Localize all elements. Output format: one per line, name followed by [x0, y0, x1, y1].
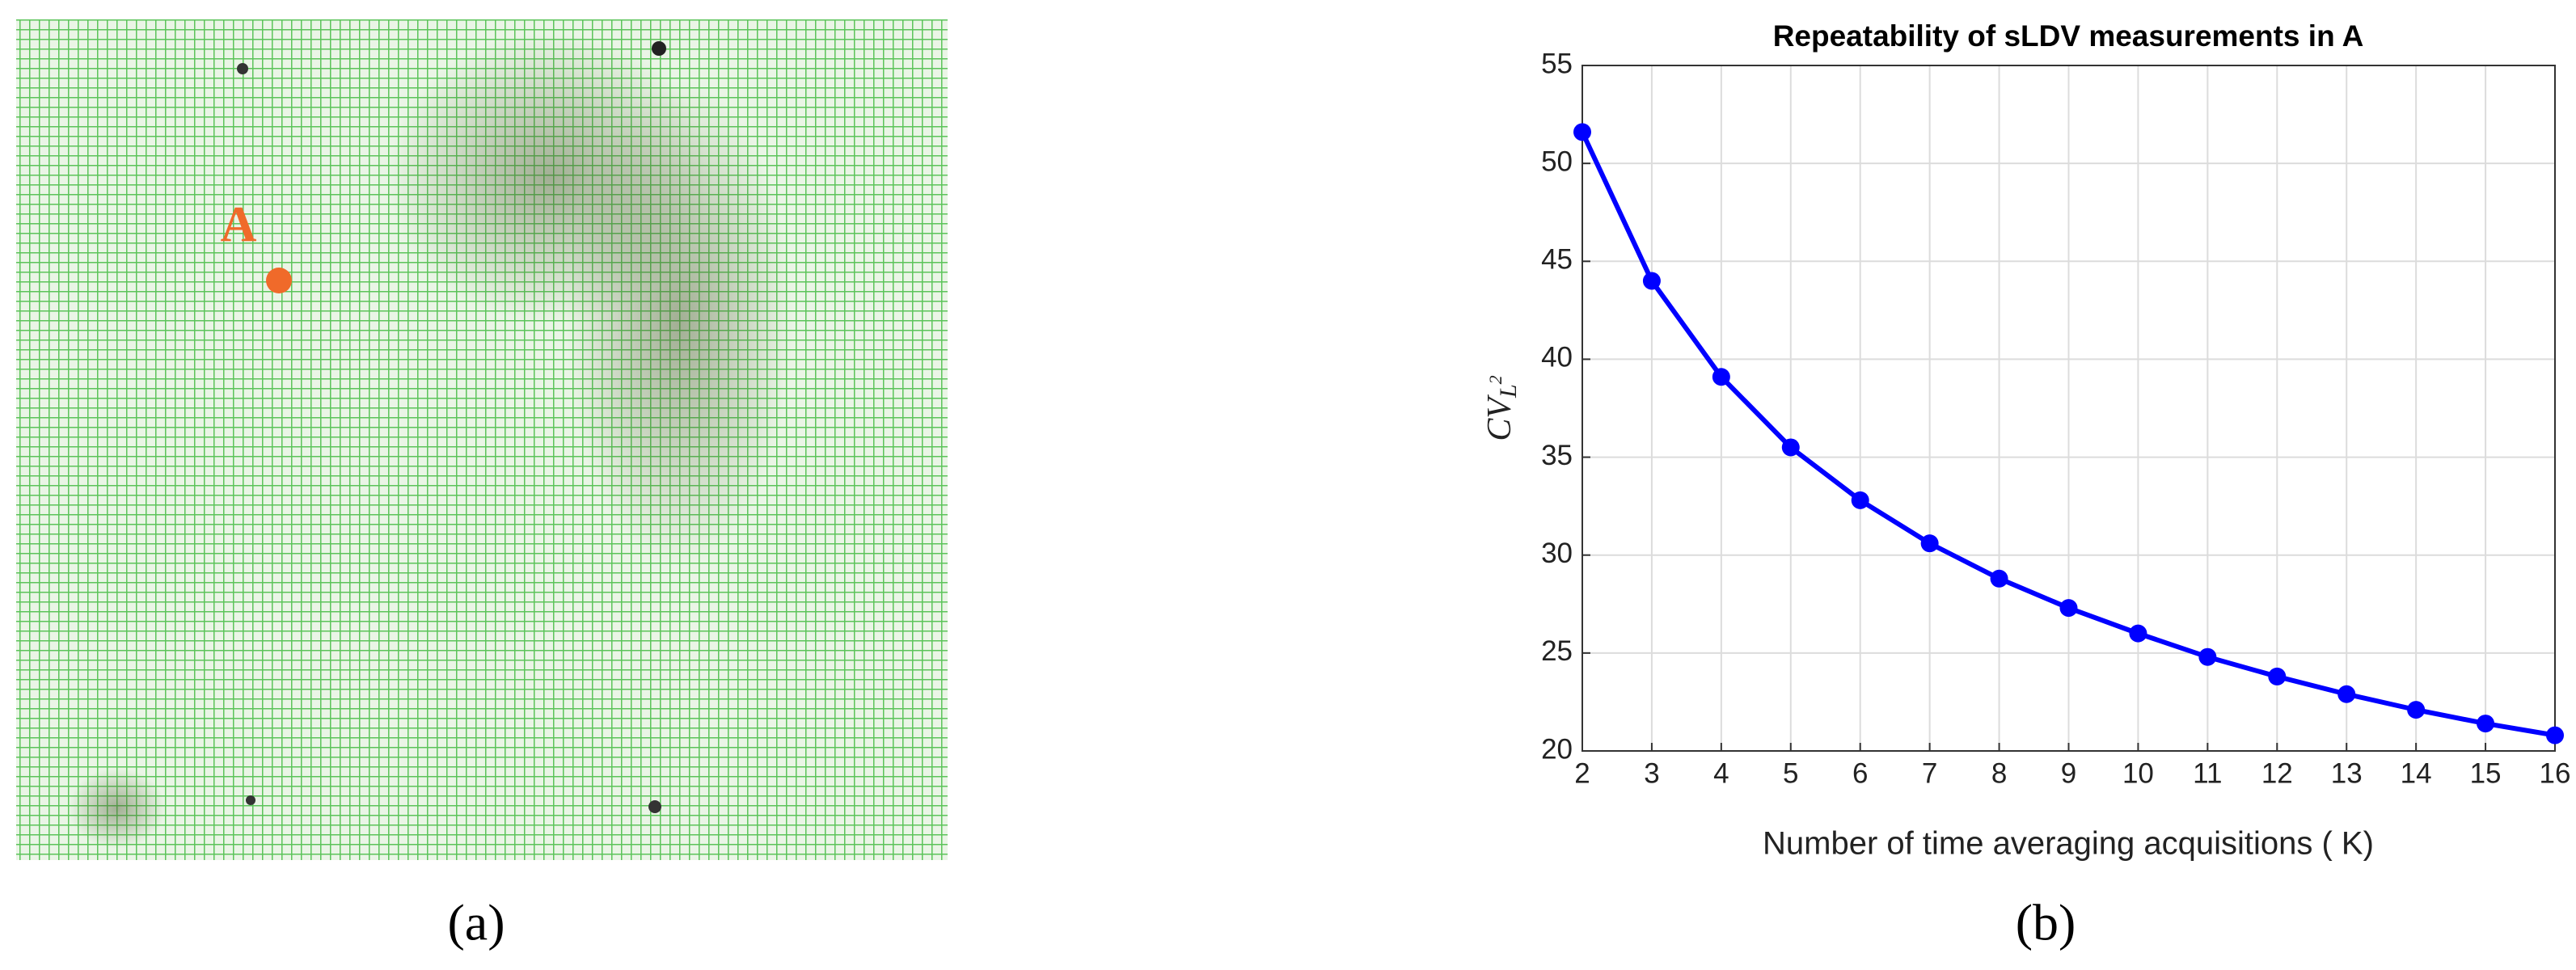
data-point	[2059, 599, 2078, 618]
y-tick-label: 35	[1541, 440, 1573, 471]
x-tick-label: 16	[2540, 757, 2571, 789]
y-tick-label: 50	[1541, 146, 1573, 177]
data-point	[2337, 685, 2356, 703]
data-point	[2477, 715, 2495, 733]
photo-speck	[237, 63, 248, 74]
chart-title: Repeatability of sLDV measurements in A	[1773, 19, 2364, 53]
y-axis-label: CVL2	[1481, 375, 1522, 441]
panel-label: (b)	[2016, 894, 2076, 951]
data-point	[1642, 272, 1661, 290]
x-tick-label: 5	[1783, 757, 1798, 789]
data-point	[2198, 647, 2217, 666]
y-tick-label: 40	[1541, 342, 1573, 373]
x-tick-label: 3	[1644, 757, 1659, 789]
x-tick-label: 14	[2401, 757, 2432, 789]
x-tick-label: 15	[2470, 757, 2502, 789]
panel-label: (a)	[447, 894, 505, 951]
data-point	[2129, 624, 2147, 643]
x-tick-label: 9	[2061, 757, 2076, 789]
x-tick-label: 11	[2193, 757, 2222, 789]
photo-speck	[652, 41, 666, 56]
data-point	[2268, 667, 2287, 685]
plot-frame	[1581, 65, 2556, 752]
x-tick-label: 8	[1991, 757, 2007, 789]
x-tick-label: 12	[2261, 757, 2293, 789]
data-point	[1573, 123, 1591, 141]
photo-stain	[566, 81, 792, 566]
y-label-main: CV	[1481, 394, 1518, 441]
data-point	[1920, 534, 1939, 553]
x-tick-label: 6	[1852, 757, 1868, 789]
y-tick-label: 25	[1541, 635, 1573, 667]
y-tick-label: 45	[1541, 244, 1573, 276]
data-point	[1781, 438, 1800, 457]
y-label-sup: 2	[1485, 375, 1505, 384]
x-tick-label: 13	[2331, 757, 2363, 789]
x-tick-label: 2	[1574, 757, 1590, 789]
y-tick-label: 30	[1541, 538, 1573, 569]
data-point	[2546, 726, 2564, 744]
photo-speck	[648, 800, 661, 813]
photo-stain	[69, 768, 166, 849]
data-point	[1851, 491, 1869, 509]
photo-point-label: A	[221, 197, 257, 252]
photo-point	[266, 268, 292, 293]
y-tick-label: 20	[1541, 733, 1573, 765]
y-label-sub: L	[1495, 384, 1522, 399]
data-point	[2407, 701, 2426, 719]
x-axis-label: Number of time averaging acquisitions ( …	[1763, 826, 2374, 862]
photo-speck	[246, 795, 255, 805]
x-tick-label: 10	[2122, 757, 2154, 789]
y-tick-label: 55	[1541, 48, 1573, 79]
photo: A	[16, 19, 948, 860]
data-point	[1990, 569, 2008, 588]
x-tick-label: 4	[1713, 757, 1729, 789]
data-point	[1712, 368, 1730, 386]
x-tick-label: 7	[1922, 757, 1937, 789]
